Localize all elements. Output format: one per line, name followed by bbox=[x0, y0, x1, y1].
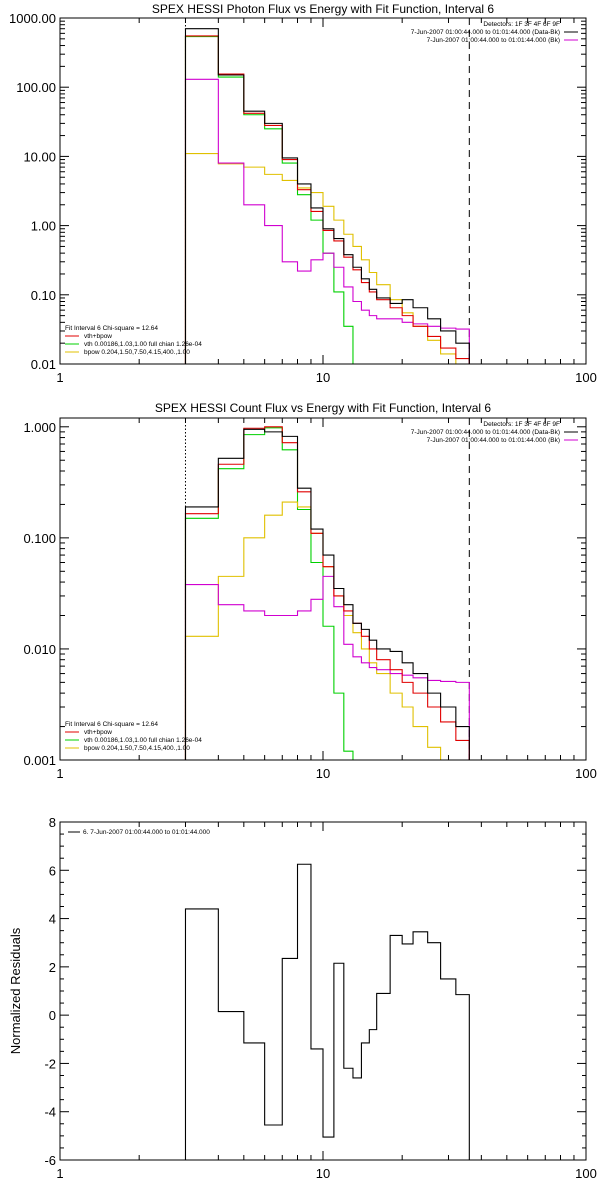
y-tick-label: 0.001 bbox=[23, 753, 56, 768]
x-tick-label: 1 bbox=[56, 370, 63, 385]
y-tick-label: 10.00 bbox=[23, 149, 56, 164]
x-tick-label: 1 bbox=[56, 1166, 63, 1181]
series-data bbox=[184, 863, 470, 1160]
legend-text: 7-Jun-2007 01:00:44.000 to 01:01:44.000 … bbox=[411, 429, 560, 436]
x-tick-label: 10 bbox=[316, 370, 330, 385]
series-vth bbox=[184, 427, 354, 760]
y-tick-label: 2 bbox=[49, 960, 56, 975]
legend-text: Fit Interval 6 Chi-square = 12.64 bbox=[65, 721, 158, 728]
series-bpow bbox=[184, 152, 457, 364]
panel-2: SPEX HESSI Count Flux vs Energy with Fit… bbox=[23, 401, 596, 781]
y-tick-label: 0.010 bbox=[23, 642, 56, 657]
legend-text: bpow 0.204,1.50,7.50,4.15,400.,1.00 bbox=[84, 349, 190, 356]
x-tick-label: 1 bbox=[56, 766, 63, 781]
series-data bbox=[184, 28, 470, 364]
legend-text: bpow 0.204,1.50,7.50,4.15,400.,1.00 bbox=[84, 745, 190, 752]
y-tick-label: -6 bbox=[44, 1153, 56, 1168]
x-tick-label: 100 bbox=[575, 1166, 597, 1181]
legend-text: Detectors: 1F 3F 4F 6F 9F bbox=[483, 421, 560, 428]
series-vth bbox=[184, 35, 354, 364]
y-tick-label: 0.100 bbox=[23, 531, 56, 546]
plot-frame bbox=[59, 417, 587, 761]
legend-text: Detectors: 1F 3F 4F 6F 9F bbox=[483, 21, 560, 28]
y-tick-label: 6 bbox=[49, 863, 56, 878]
legend-text: vth+bpow bbox=[84, 333, 112, 340]
y-tick-label: 1000.00 bbox=[9, 11, 56, 26]
legend-text: vth 0.00186,1.03,1.00 full chian 1.26e-0… bbox=[84, 737, 202, 744]
legend-text: 7-Jun-2007 01:00:44.000 to 01:01:44.000 … bbox=[411, 29, 560, 36]
y-tick-label: 4 bbox=[49, 912, 56, 927]
chart-title: SPEX HESSI Count Flux vs Energy with Fit… bbox=[155, 401, 491, 415]
plot-frame bbox=[59, 17, 587, 365]
y-tick-label: -4 bbox=[44, 1105, 56, 1120]
series-total bbox=[184, 35, 470, 364]
panel-1: SPEX HESSI Photon Flux vs Energy with Fi… bbox=[9, 2, 597, 385]
y-tick-label: 8 bbox=[49, 815, 56, 830]
y-tick-label: 0.10 bbox=[31, 288, 56, 303]
y-tick-label: 100.00 bbox=[16, 80, 56, 95]
plot-frame bbox=[59, 821, 587, 1161]
chart-title: SPEX HESSI Photon Flux vs Energy with Fi… bbox=[152, 2, 494, 16]
x-tick-label: 100 bbox=[575, 370, 597, 385]
series-bpow bbox=[184, 501, 442, 760]
series-bk bbox=[184, 575, 470, 760]
x-tick-label: 10 bbox=[316, 1166, 330, 1181]
legend-text: vth+bpow bbox=[84, 729, 112, 736]
legend-text: vth 0.00186,1.03,1.00 full chian 1.26e-0… bbox=[84, 341, 202, 348]
y-tick-label: 1.000 bbox=[23, 420, 56, 435]
legend-text: Fit Interval 6 Chi-square = 12.64 bbox=[65, 325, 158, 332]
panel-3: 1 10 100 -6 -4 -2 0 2 4 6 8 Normalized Residuals 6. … bbox=[8, 815, 597, 1181]
legend-text: 7-Jun-2007 01:00:44.000 to 01:01:44.000 … bbox=[427, 37, 560, 44]
series-bk bbox=[184, 78, 470, 364]
legend-text: 7-Jun-2007 01:00:44.000 to 01:01:44.000 … bbox=[427, 437, 560, 444]
series-data bbox=[184, 428, 470, 760]
legend-text: 6. 7-Jun-2007 01:00:44.000 to 01:01:44.0… bbox=[83, 829, 210, 836]
y-axis-label: Normalized Residuals bbox=[8, 927, 23, 1054]
y-tick-label: 0 bbox=[49, 1008, 56, 1023]
y-tick-label: 1.00 bbox=[31, 219, 56, 234]
y-tick-label: -2 bbox=[44, 1056, 56, 1071]
y-tick-label: 0.01 bbox=[31, 357, 56, 372]
x-tick-label: 100 bbox=[575, 766, 597, 781]
x-tick-label: 10 bbox=[316, 766, 330, 781]
